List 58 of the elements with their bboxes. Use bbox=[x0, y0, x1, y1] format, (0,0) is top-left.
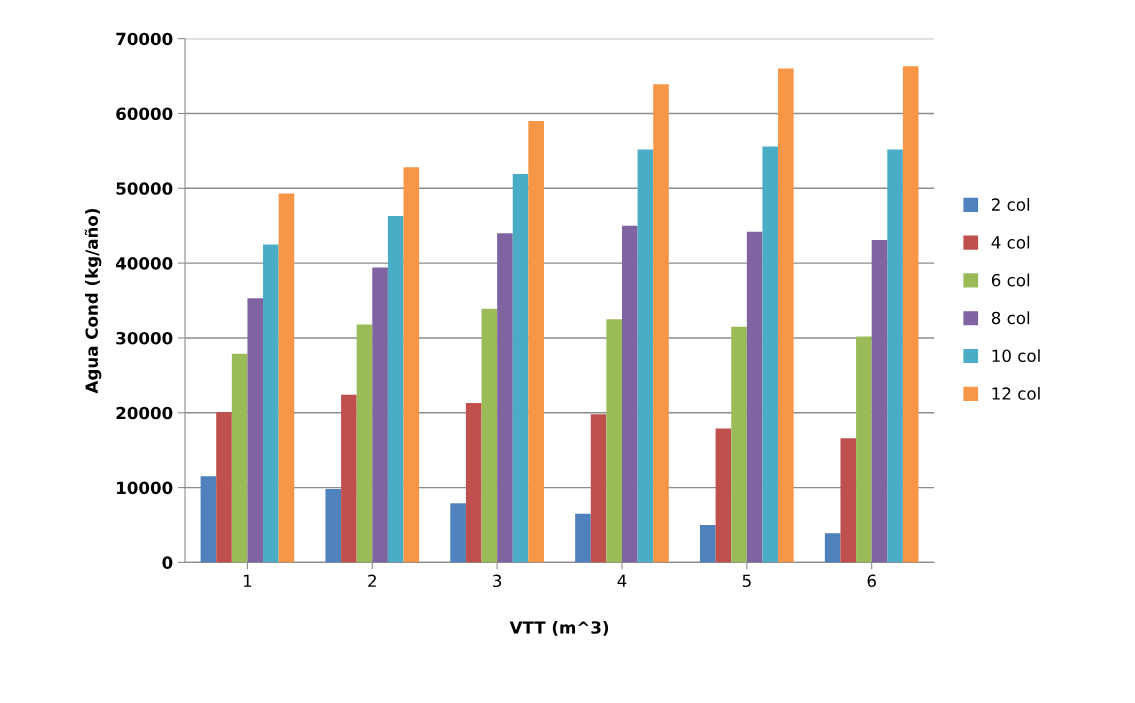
bar bbox=[778, 68, 794, 563]
x-tick-label: 5 bbox=[742, 574, 751, 588]
bar bbox=[575, 513, 591, 563]
bar bbox=[606, 319, 622, 563]
bar bbox=[512, 174, 529, 563]
bar bbox=[450, 503, 466, 563]
bar bbox=[637, 149, 654, 563]
legend-label: 10 col bbox=[992, 349, 1040, 363]
legend-label: 8 col bbox=[991, 311, 1030, 325]
legend-label: 4 col bbox=[991, 235, 1030, 249]
y-tick-label: 60000 bbox=[116, 107, 173, 121]
bar bbox=[465, 403, 482, 563]
x-tick-label: 1 bbox=[243, 574, 252, 587]
bar bbox=[621, 225, 638, 563]
bar bbox=[341, 394, 357, 563]
bar bbox=[263, 244, 279, 563]
y-tick-label: 10000 bbox=[117, 481, 173, 495]
bar bbox=[746, 231, 763, 563]
y-tick-label: 50000 bbox=[116, 182, 173, 195]
bar bbox=[856, 336, 872, 563]
bar bbox=[481, 308, 498, 563]
legend-label: 2 col bbox=[991, 197, 1030, 211]
bar bbox=[325, 489, 342, 563]
bar bbox=[824, 533, 841, 563]
x-tick-label: 3 bbox=[493, 574, 502, 588]
y-tick-label: 20000 bbox=[116, 406, 173, 420]
bar bbox=[840, 438, 857, 563]
bar bbox=[715, 428, 732, 563]
bar bbox=[528, 120, 544, 563]
y-tick-label: 30000 bbox=[116, 331, 173, 345]
y-axis-title: Agua Cond (kg/año) bbox=[84, 209, 102, 394]
legend-label: 6 col bbox=[991, 273, 1030, 287]
y-tick-label: 40000 bbox=[115, 257, 173, 270]
bar bbox=[356, 324, 373, 563]
bar bbox=[278, 193, 295, 563]
bar bbox=[387, 215, 404, 563]
x-tick-label: 4 bbox=[617, 574, 627, 587]
bar bbox=[372, 267, 388, 563]
bar bbox=[247, 298, 264, 563]
y-tick-label: 70000 bbox=[116, 32, 173, 46]
bar bbox=[871, 239, 888, 563]
x-axis-title: VTT (m^3) bbox=[509, 620, 609, 636]
bar bbox=[700, 524, 716, 563]
legend-label: 12 col bbox=[992, 386, 1040, 400]
bar bbox=[216, 412, 232, 563]
bar bbox=[403, 167, 420, 563]
bar bbox=[590, 414, 607, 563]
bar bbox=[731, 326, 747, 563]
bar bbox=[762, 146, 779, 563]
y-tick-label: 0 bbox=[162, 556, 173, 569]
x-tick-label: 2 bbox=[368, 574, 376, 587]
bar bbox=[653, 84, 669, 563]
bar bbox=[200, 476, 217, 563]
bar bbox=[231, 353, 248, 563]
bar bbox=[902, 66, 919, 563]
x-tick-label: 6 bbox=[867, 574, 876, 588]
bar bbox=[497, 233, 513, 563]
bar bbox=[887, 149, 903, 563]
